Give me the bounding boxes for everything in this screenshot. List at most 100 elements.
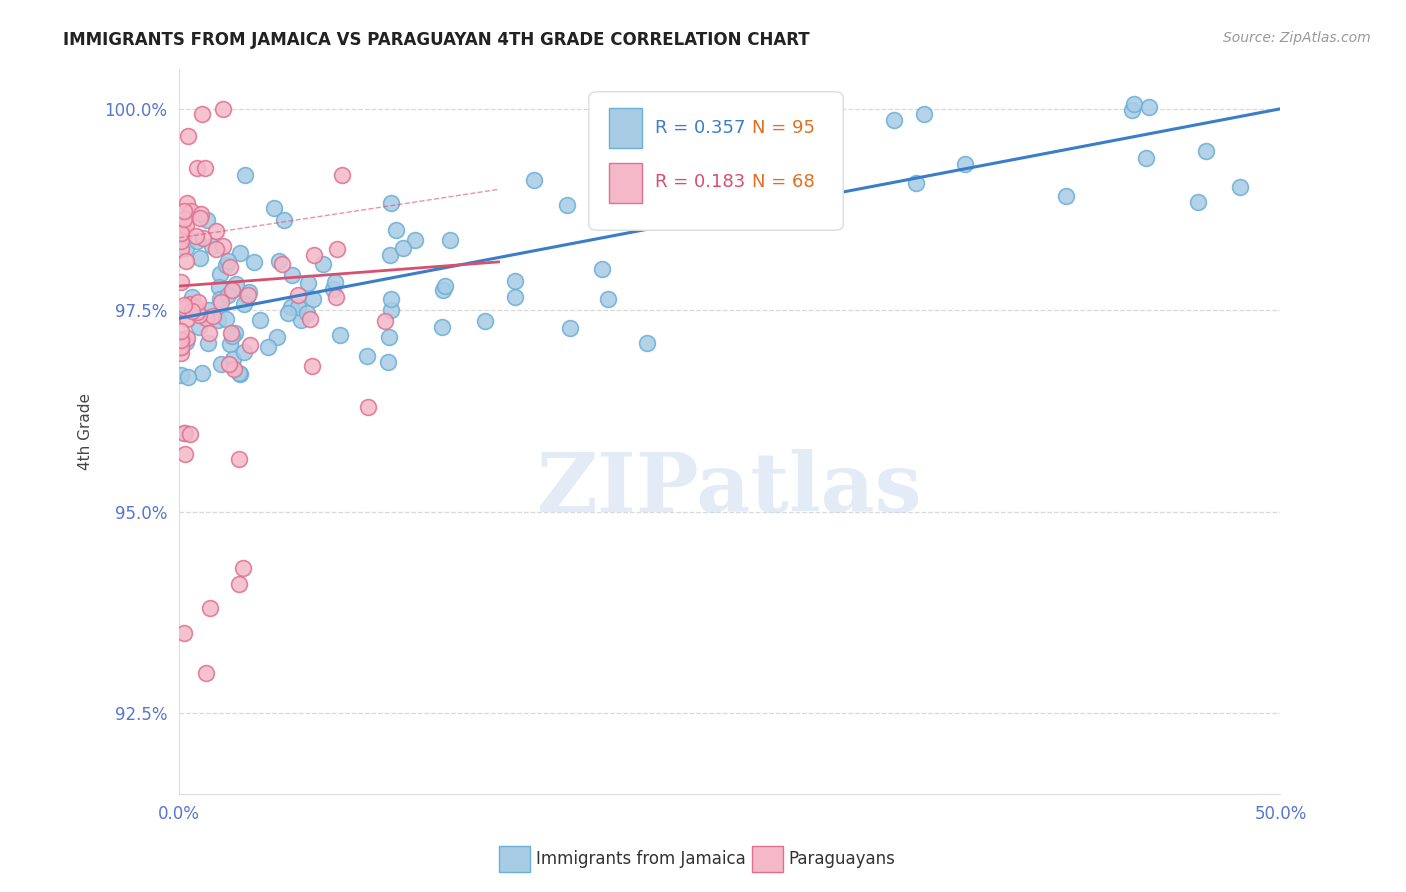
Point xyxy=(953,157,976,171)
Point xyxy=(170,276,193,290)
Point xyxy=(228,366,250,380)
Point xyxy=(174,334,197,349)
Text: Paraguayans: Paraguayans xyxy=(789,850,896,868)
Point xyxy=(176,312,198,326)
Point xyxy=(170,333,193,347)
Text: IMMIGRANTS FROM JAMAICA VS PARAGUAYAN 4TH GRADE CORRELATION CHART: IMMIGRANTS FROM JAMAICA VS PARAGUAYAN 4T… xyxy=(63,31,810,49)
Point xyxy=(170,345,193,359)
Point xyxy=(1195,145,1218,159)
Point xyxy=(188,308,211,322)
Point xyxy=(173,298,195,312)
Point xyxy=(180,304,202,318)
Text: Source: ZipAtlas.com: Source: ZipAtlas.com xyxy=(1223,31,1371,45)
Point xyxy=(249,312,271,326)
Point xyxy=(432,284,454,298)
Point xyxy=(290,313,312,327)
Point xyxy=(221,283,243,297)
Point xyxy=(176,331,198,345)
Point xyxy=(270,257,292,271)
Point xyxy=(193,231,215,245)
Point xyxy=(1122,97,1144,112)
Point xyxy=(173,425,195,440)
Point xyxy=(301,292,323,306)
Y-axis label: 4th Grade: 4th Grade xyxy=(79,392,93,469)
Point xyxy=(593,176,616,190)
Point xyxy=(180,291,202,305)
Point xyxy=(356,349,378,363)
Point xyxy=(432,319,454,334)
Point xyxy=(269,253,291,268)
Point xyxy=(219,337,242,351)
Point xyxy=(190,106,212,120)
Point xyxy=(218,357,240,371)
Point xyxy=(233,168,256,182)
Point xyxy=(204,242,226,256)
Point xyxy=(184,229,207,244)
Point xyxy=(174,425,197,440)
Point xyxy=(434,279,457,293)
Point xyxy=(298,311,321,326)
Point xyxy=(208,280,231,294)
Point xyxy=(297,276,319,290)
Point xyxy=(174,241,197,255)
Point xyxy=(179,426,201,441)
Point xyxy=(322,282,344,296)
Point xyxy=(280,300,302,314)
Point xyxy=(238,288,260,302)
Point xyxy=(326,242,349,256)
Point xyxy=(202,309,225,323)
Point xyxy=(170,333,193,347)
Text: N = 95: N = 95 xyxy=(752,119,815,137)
Point xyxy=(503,290,526,304)
Point xyxy=(176,129,198,144)
Point xyxy=(277,306,299,320)
Point xyxy=(224,326,246,341)
Point xyxy=(173,203,195,218)
Point xyxy=(243,255,266,269)
Point xyxy=(281,268,304,282)
Point xyxy=(222,361,245,376)
Point xyxy=(177,370,200,384)
Point xyxy=(176,196,198,211)
Point xyxy=(219,260,242,274)
Point xyxy=(718,161,741,175)
Point xyxy=(188,320,211,334)
Point xyxy=(170,234,193,248)
Point xyxy=(190,207,212,221)
Point xyxy=(195,213,218,227)
Point xyxy=(191,366,214,380)
Point xyxy=(598,293,620,307)
Point xyxy=(1229,180,1251,194)
Point xyxy=(1187,194,1209,209)
Point xyxy=(215,312,238,326)
Point xyxy=(170,324,193,338)
Text: R = 0.183: R = 0.183 xyxy=(655,173,745,192)
Point xyxy=(295,306,318,320)
Point xyxy=(1121,103,1143,117)
Point xyxy=(391,241,413,255)
Point xyxy=(209,295,232,310)
Text: R = 0.357: R = 0.357 xyxy=(655,119,745,137)
Point xyxy=(555,198,578,212)
Point xyxy=(201,239,224,253)
Point xyxy=(215,258,238,272)
Point xyxy=(179,297,201,311)
Text: N = 68: N = 68 xyxy=(752,173,814,192)
Point xyxy=(197,326,219,341)
Point xyxy=(228,452,250,467)
Point xyxy=(194,161,217,176)
Point xyxy=(212,239,235,253)
Point xyxy=(173,211,195,226)
Point xyxy=(170,340,193,354)
Point xyxy=(273,212,295,227)
Point xyxy=(217,254,239,268)
Point xyxy=(636,335,658,350)
Point xyxy=(380,196,402,211)
Point xyxy=(170,242,193,256)
Point xyxy=(232,561,254,575)
Point xyxy=(184,301,207,315)
Point xyxy=(301,359,323,374)
Point xyxy=(174,253,197,268)
Point xyxy=(207,312,229,326)
Point xyxy=(558,320,581,334)
